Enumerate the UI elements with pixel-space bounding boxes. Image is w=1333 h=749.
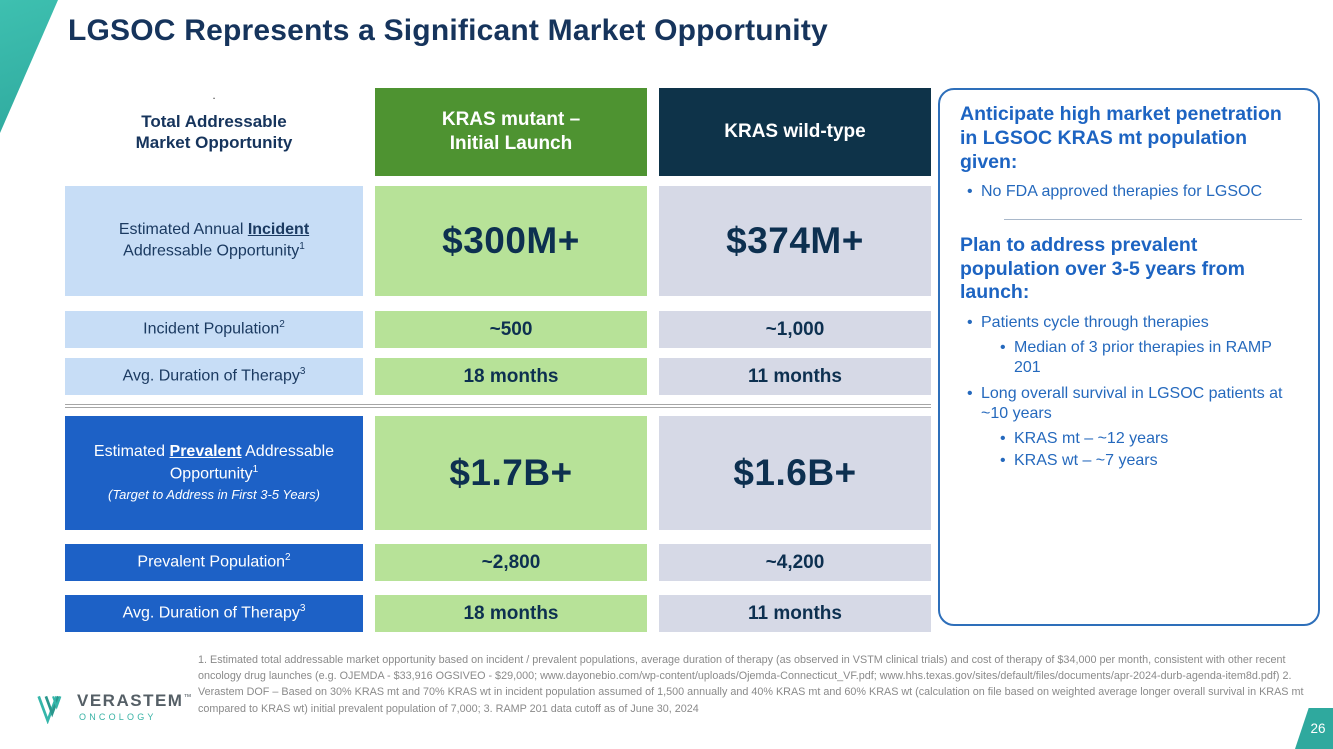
row-label-incident-opportunity: Estimated Annual Incident Addressable Op…	[65, 186, 363, 296]
callout-divider	[1004, 218, 1302, 220]
label-text: Avg. Duration of Therapy	[122, 367, 300, 385]
table-corner-label: Total Addressable Market Opportunity	[135, 111, 293, 152]
sub-bullet-list: Median of 3 prior therapies in RAMP 201	[999, 338, 1302, 379]
column-header-kras-wildtype: KRAS wild-type	[659, 88, 931, 176]
label-text: Estimated	[93, 443, 170, 461]
label-text: Avg. Duration of Therapy	[122, 604, 300, 622]
sub-bullet-item: KRAS wt – ~7 years	[999, 451, 1302, 472]
value-prevalent-population-kras-mutant: ~2,800	[375, 544, 647, 581]
row-prevalent-duration: Avg. Duration of Therapy3 18 months 11 m…	[65, 595, 931, 632]
footnote-marker: 3	[299, 603, 306, 615]
value-incident-duration-kras-mutant: 18 months	[375, 358, 647, 395]
slide-title: LGSOC Represents a Significant Market Op…	[68, 14, 828, 47]
value-incident-population-kras-wildtype: ~1,000	[659, 311, 931, 348]
value-prevalent-duration-kras-mutant: 18 months	[375, 595, 647, 632]
row-label-prevalent-population: Prevalent Population2	[65, 544, 363, 581]
footnote-marker: 1	[299, 241, 305, 253]
sub-bullet-item: Median of 3 prior therapies in RAMP 201	[999, 338, 1302, 379]
verastem-logo-text: VERASTEM™ ONCOLOGY	[77, 691, 193, 722]
row-prevalent-opportunity: Estimated Prevalent Addressable Opportun…	[65, 416, 931, 530]
row-prevalent-population: Prevalent Population2 ~2,800 ~4,200	[65, 544, 931, 581]
row-incident-opportunity: Estimated Annual Incident Addressable Op…	[65, 186, 931, 296]
value-prevalent-kras-mutant: $1.7B+	[375, 416, 647, 530]
logo-brand-name: VERASTEM	[77, 691, 184, 710]
footnote-marker: 1	[252, 464, 259, 476]
logo-brand: VERASTEM™	[77, 691, 193, 711]
column-header-kras-mutant: KRAS mutant – Initial Launch	[375, 88, 647, 176]
callout-box: Anticipate high market penetration in LG…	[938, 88, 1320, 626]
verastem-logo: VERASTEM™ ONCOLOGY	[36, 691, 193, 729]
footnote-marker: 2	[279, 319, 285, 331]
label-text: Incident Population	[143, 320, 280, 338]
bullet-item: Patients cycle through therapies Median …	[966, 313, 1302, 378]
row-label-incident-duration: Avg. Duration of Therapy3	[65, 358, 363, 395]
verastem-v-icon	[36, 694, 72, 729]
row-label-incident-population: Incident Population2	[65, 311, 363, 348]
row-incident-population: Incident Population2 ~500 ~1,000	[65, 311, 931, 348]
footnotes: 1. Estimated total addressable market op…	[198, 654, 1304, 715]
callout-bullet-list-2: Patients cycle through therapies Median …	[966, 313, 1302, 472]
table-header-row: . Total Addressable Market Opportunity K…	[65, 88, 931, 176]
row-incident-duration: Avg. Duration of Therapy3 18 months 11 m…	[65, 358, 931, 395]
row-label-note: (Target to Address in First 3-5 Years)	[108, 487, 320, 503]
value-prevalent-population-kras-wildtype: ~4,200	[659, 544, 931, 581]
value-incident-kras-mutant: $300M+	[375, 186, 647, 296]
value-incident-duration-kras-wildtype: 11 months	[659, 358, 931, 395]
corner-accent-shape	[0, 0, 58, 133]
label-text: Addressable Opportunity	[123, 242, 300, 260]
callout-bullet-list-1: No FDA approved therapies for LGSOC	[966, 182, 1302, 203]
bullet-text: Long overall survival in LGSOC patients …	[981, 384, 1283, 423]
callout-heading-prevalent-plan: Plan to address prevalent population ove…	[960, 233, 1245, 304]
value-incident-kras-wildtype: $374M+	[659, 186, 931, 296]
bullet-item: Long overall survival in LGSOC patients …	[966, 384, 1302, 472]
page-number: 26	[1310, 721, 1326, 736]
label-text: Addressable Opportunity	[169, 443, 335, 483]
trademark-symbol: ™	[183, 692, 193, 702]
value-prevalent-duration-kras-wildtype: 11 months	[659, 595, 931, 632]
logo-division: ONCOLOGY	[79, 711, 157, 722]
market-opportunity-table: . Total Addressable Market Opportunity K…	[65, 88, 931, 632]
bullet-item: No FDA approved therapies for LGSOC	[966, 182, 1302, 203]
table-group-divider	[65, 404, 931, 408]
stray-dot: .	[212, 88, 216, 102]
row-label-prevalent-opportunity: Estimated Prevalent Addressable Opportun…	[65, 416, 363, 530]
bullet-text: Patients cycle through therapies	[981, 314, 1209, 332]
table-corner-cell: . Total Addressable Market Opportunity	[65, 88, 363, 176]
footnote-marker: 3	[299, 366, 306, 378]
value-prevalent-kras-wildtype: $1.6B+	[659, 416, 931, 530]
label-text: Estimated Annual	[118, 220, 248, 238]
callout-heading-penetration: Anticipate high market penetration in LG…	[960, 103, 1282, 173]
sub-bullet-item: KRAS mt – ~12 years	[999, 429, 1302, 450]
label-emphasis: Prevalent	[169, 443, 242, 461]
footnote-marker: 2	[285, 552, 291, 564]
row-label-prevalent-duration: Avg. Duration of Therapy3	[65, 595, 363, 632]
sub-bullet-list: KRAS mt – ~12 years KRAS wt – ~7 years	[999, 429, 1302, 472]
label-emphasis: Incident	[247, 220, 310, 238]
value-incident-population-kras-mutant: ~500	[375, 311, 647, 348]
label-text: Prevalent Population	[137, 553, 286, 571]
